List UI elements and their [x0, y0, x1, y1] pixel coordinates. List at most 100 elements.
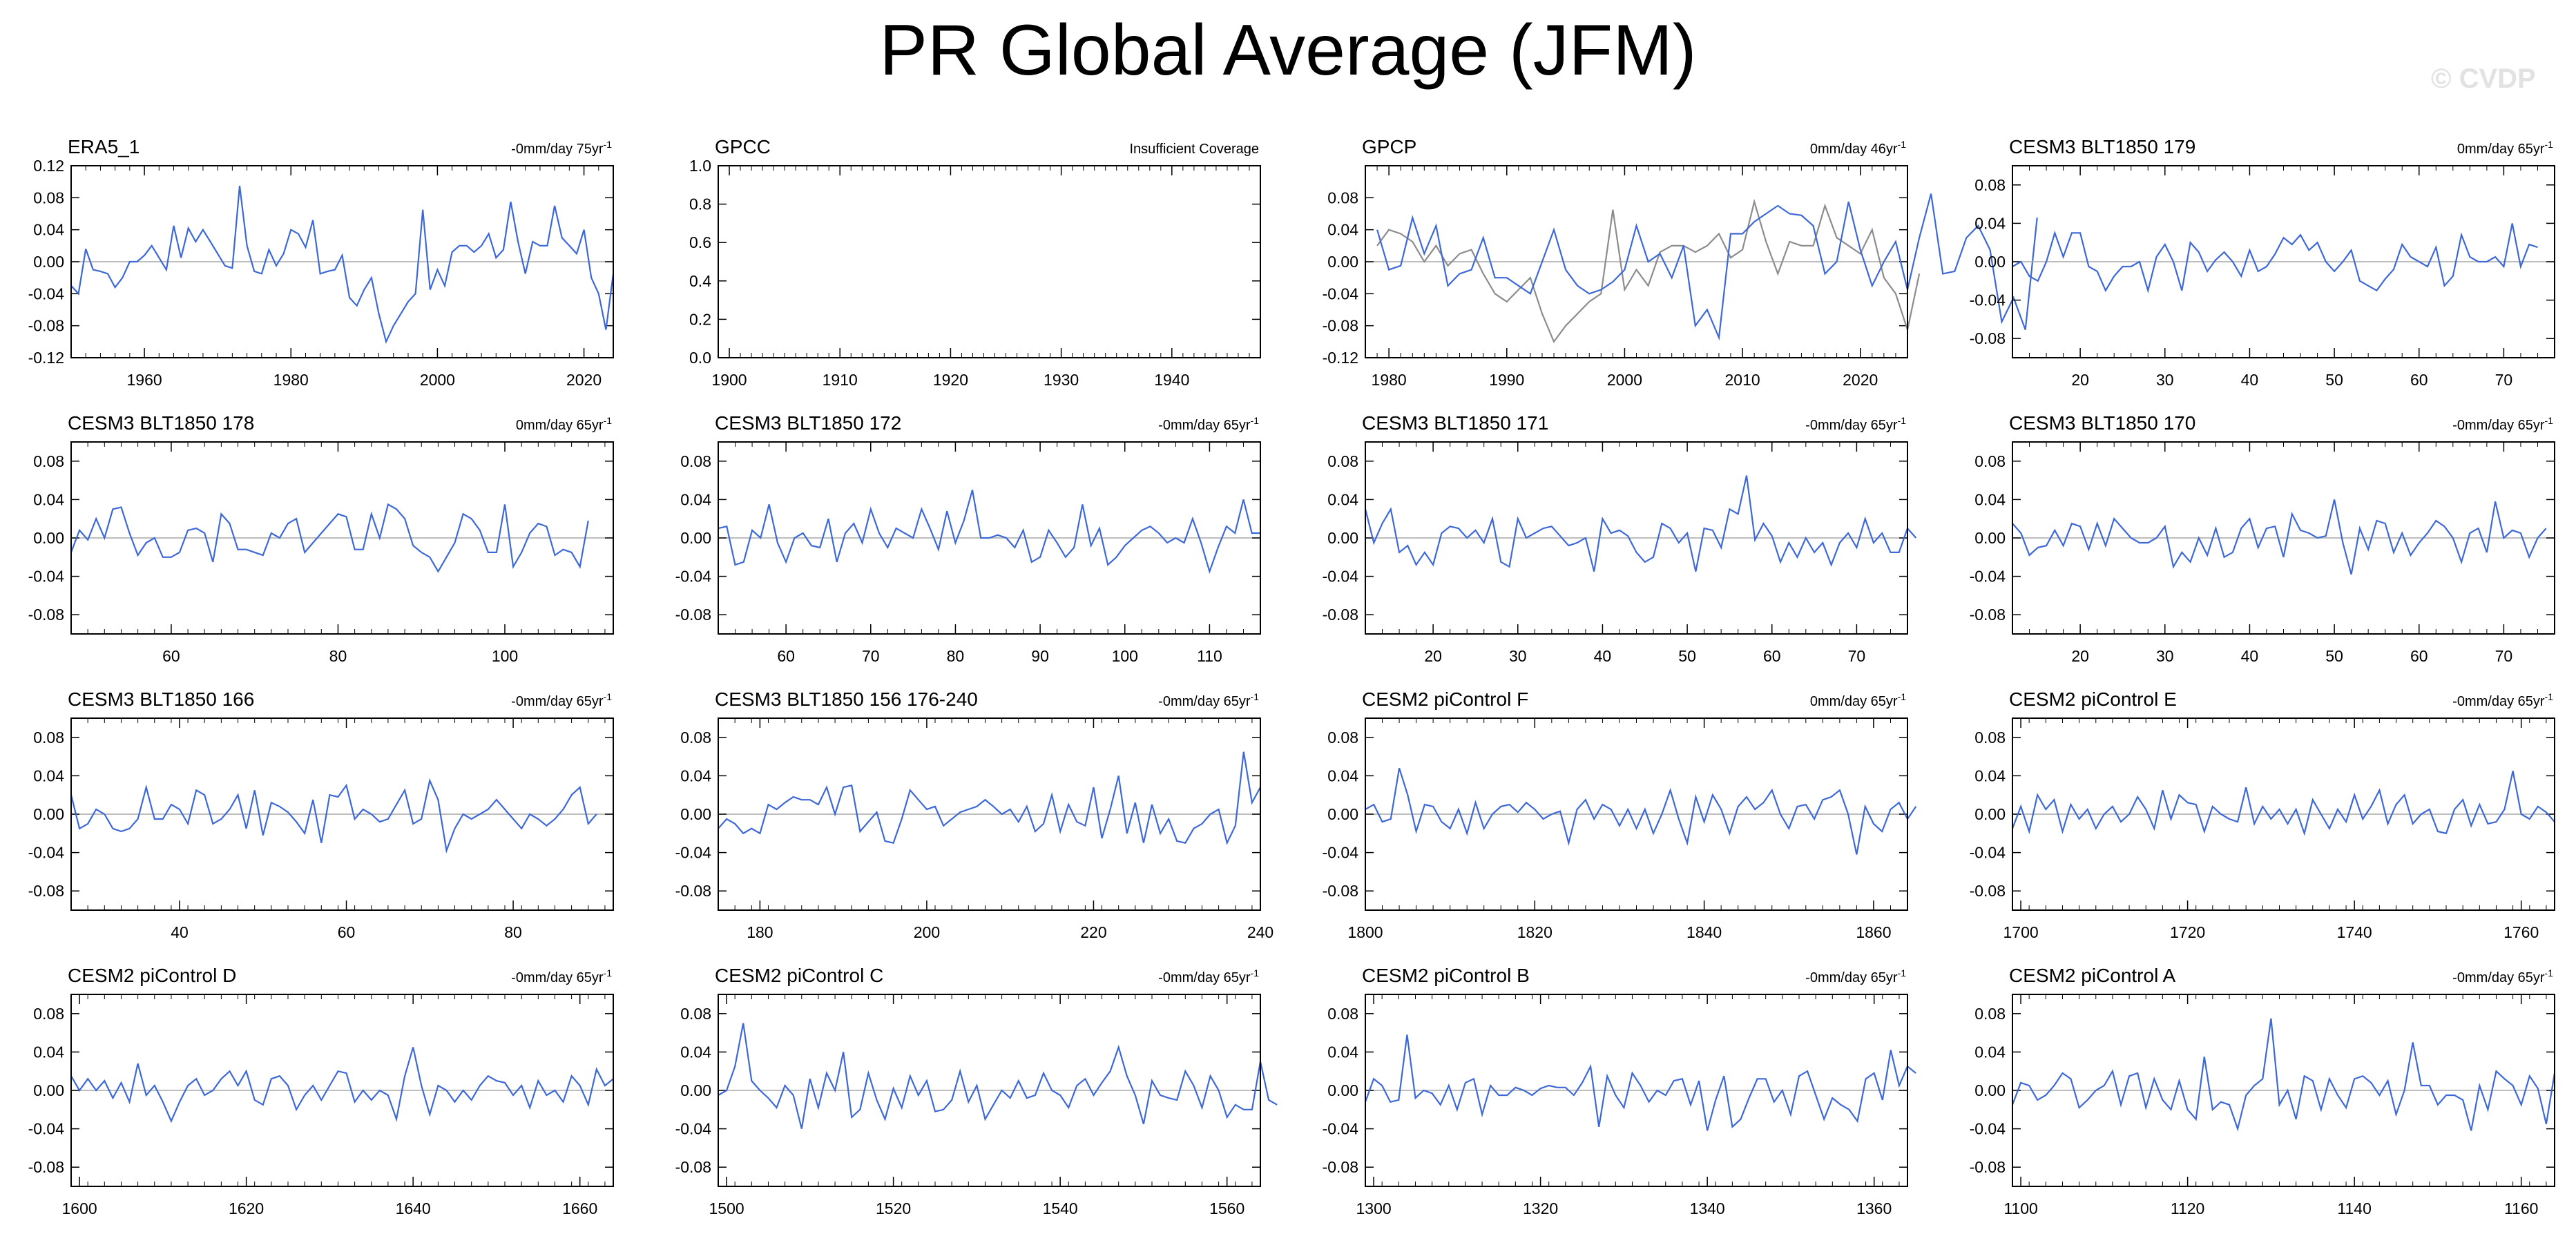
plot-frame — [1365, 441, 1908, 635]
trend-text: 0mm/day 65yr — [1810, 694, 1898, 709]
panel-title: CESM3 BLT1850 166 — [68, 688, 254, 710]
trend-label: -0mm/day 65yr-1 — [1158, 415, 1259, 433]
plot-frame — [718, 441, 1261, 635]
trend-label: Insufficient Coverage — [1129, 142, 1259, 157]
trend-text: -0mm/day 65yr — [1158, 970, 1251, 985]
series-line — [70, 503, 589, 573]
y-tick-label: -0.08 — [1323, 1158, 1358, 1176]
trend-label: -0mm/day 65yr-1 — [1158, 691, 1259, 709]
panel-title: CESM3 BLT1850 178 — [68, 412, 254, 434]
y-tick-label: 0.00 — [1327, 529, 1358, 547]
x-tick-label: 1820 — [1517, 923, 1553, 941]
y-tick-label: -0.08 — [28, 317, 64, 335]
plot-frame — [1365, 165, 1908, 358]
plot-frame — [718, 717, 1261, 911]
y-tick-label: 0.04 — [1974, 767, 2006, 784]
y-tick-label: -0.08 — [28, 606, 64, 624]
y-tick-label: 1.0 — [689, 157, 711, 175]
x-tick-label: 1320 — [1523, 1199, 1558, 1217]
x-tick-label: 110 — [1197, 647, 1222, 665]
x-tick-label: 1640 — [396, 1199, 431, 1217]
chart-panel: -0.08 -0.04 0.00 0.04 0.08 1100 1120 1140 1160 CE… — [1970, 965, 2556, 1217]
trend-exponent: -1 — [1898, 415, 1907, 426]
y-tick-label: 0.08 — [33, 452, 64, 470]
trend-text: -0mm/day 65yr — [2452, 970, 2545, 985]
y-tick-label: -0.08 — [1323, 606, 1358, 624]
trend-text: 0mm/day 46yr — [1810, 142, 1898, 157]
trend-label: -0mm/day 65yr-1 — [2452, 415, 2553, 433]
y-tick-label: -0.08 — [1970, 882, 2006, 900]
y-tick-label: 0.00 — [680, 1081, 711, 1099]
trend-text: -0mm/day 65yr — [1158, 694, 1251, 709]
x-tick-label: 1990 — [1489, 371, 1524, 389]
x-tick-label: 80 — [329, 647, 347, 665]
y-tick-label: 0.04 — [680, 767, 711, 784]
trend-exponent: -1 — [1898, 139, 1907, 150]
x-tick-label: 1840 — [1686, 923, 1722, 941]
y-tick-label: -0.04 — [28, 568, 65, 586]
y-tick-label: 0.00 — [1974, 529, 2006, 547]
chart-panel: -0.08 -0.04 0.00 0.04 0.08 20 30 40 50 60 70 CESM3 … — [1323, 412, 1917, 665]
x-tick-label: 70 — [1848, 647, 1866, 665]
panel-title: CESM3 BLT1850 170 — [2009, 412, 2195, 434]
y-tick-label: 0.08 — [33, 1005, 64, 1023]
x-tick-label: 1100 — [2003, 1199, 2037, 1217]
x-tick-label: 30 — [1509, 647, 1527, 665]
trend-text: -0mm/day 65yr — [1805, 418, 1898, 433]
x-tick-label: 1940 — [1154, 371, 1189, 389]
panel-title: CESM3 BLT1850 172 — [715, 412, 901, 434]
plot-frame — [1365, 717, 1908, 911]
cvdp-watermark: © CVDP — [2431, 64, 2536, 94]
x-tick-label: 90 — [1031, 647, 1049, 665]
y-tick-label: -0.08 — [1970, 329, 2006, 347]
y-tick-label: -0.04 — [1970, 1120, 2006, 1138]
plot-frame — [718, 994, 1261, 1187]
trend-label: -0mm/day 65yr-1 — [511, 691, 612, 709]
x-tick-label: 1980 — [273, 371, 309, 389]
x-tick-label: 1500 — [709, 1199, 744, 1217]
panel-title: GPCC — [715, 136, 771, 157]
x-tick-label: 20 — [2071, 371, 2089, 389]
series-line — [2011, 1018, 2556, 1132]
series-line — [70, 778, 597, 854]
trend-label: -0mm/day 65yr-1 — [1805, 967, 1906, 985]
series-line — [718, 490, 1260, 575]
trend-text: -0mm/day 65yr — [1805, 970, 1898, 985]
panel-title: CESM2 piControl C — [715, 965, 883, 986]
panel-title: CESM2 piControl E — [2009, 688, 2177, 710]
y-tick-label: 0.04 — [680, 1043, 711, 1061]
x-tick-label: 70 — [2495, 647, 2513, 665]
x-tick-label: 1600 — [61, 1199, 97, 1217]
x-tick-label: 1960 — [126, 371, 162, 389]
y-tick-label: 0.12 — [33, 157, 64, 175]
x-tick-label: 1520 — [876, 1199, 911, 1217]
y-tick-label: -0.04 — [28, 285, 65, 302]
trend-label: 0mm/day 46yr-1 — [1810, 139, 1906, 157]
x-tick-label: 2000 — [420, 371, 455, 389]
y-tick-label: 0.08 — [1974, 1005, 2006, 1023]
x-tick-label: 80 — [947, 647, 965, 665]
trend-text: -0mm/day 65yr — [511, 970, 604, 985]
y-tick-label: -0.04 — [1323, 844, 1359, 862]
y-tick-label: 0.00 — [33, 805, 64, 823]
x-tick-label: 1930 — [1044, 371, 1079, 389]
y-tick-label: 0.00 — [680, 805, 711, 823]
y-tick-label: 0.04 — [1327, 767, 1358, 784]
x-tick-label: 100 — [492, 647, 518, 665]
y-tick-label: -0.04 — [1970, 844, 2006, 862]
y-tick-label: -0.04 — [1970, 291, 2006, 309]
y-tick-label: -0.08 — [28, 1158, 64, 1176]
series-line — [70, 1047, 614, 1124]
y-tick-label: -0.08 — [675, 882, 711, 900]
y-tick-label: 0.04 — [1327, 490, 1358, 508]
y-tick-label: 0.6 — [689, 233, 711, 251]
x-tick-label: 60 — [162, 647, 180, 665]
plot-frame — [70, 994, 614, 1187]
x-tick-label: 40 — [171, 923, 189, 941]
trend-text: -0mm/day 65yr — [1158, 418, 1251, 433]
x-tick-label: 1900 — [711, 371, 747, 389]
plot-frame — [2012, 717, 2555, 911]
plot-frame — [2012, 994, 2555, 1187]
trend-exponent: -1 — [1251, 415, 1260, 426]
x-tick-label: 1720 — [2170, 923, 2205, 941]
